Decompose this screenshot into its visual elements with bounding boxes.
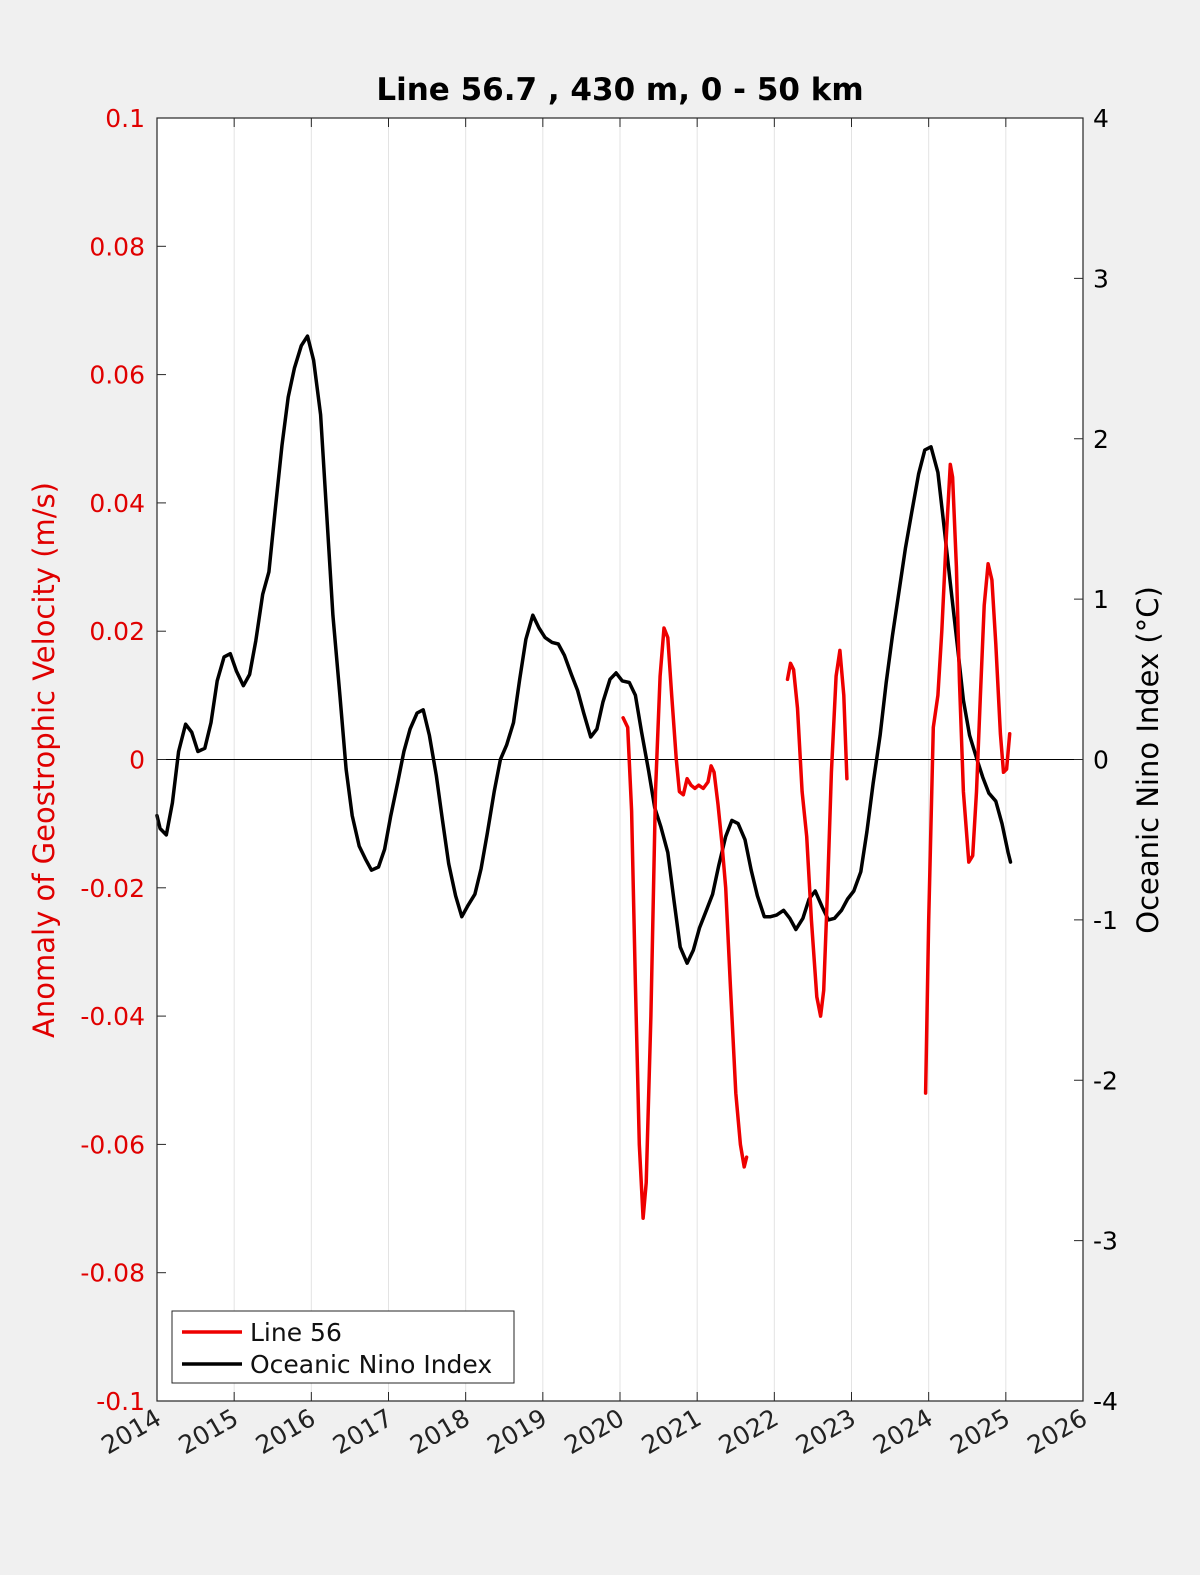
x-tick-label-2015: 2015 <box>174 1403 244 1460</box>
legend-label-oni: Oceanic Nino Index <box>250 1350 492 1379</box>
x-tick-label-2025: 2025 <box>945 1403 1015 1460</box>
right-axis: 4 3 2 1 0 -1 -2 -3 -4 <box>1074 104 1118 1416</box>
x-tick-label-2016: 2016 <box>251 1403 321 1460</box>
left-tick-label: 0.1 <box>105 104 145 133</box>
left-axis-label: Anomaly of Geostrophic Velocity (m/s) <box>27 482 61 1038</box>
left-tick-label: 0 <box>129 746 145 775</box>
left-tick-label: -0.1 <box>96 1387 145 1416</box>
x-tick-label-2018: 2018 <box>405 1403 475 1460</box>
right-tick-label: -4 <box>1093 1387 1118 1416</box>
chart-title: Line 56.7 , 430 m, 0 - 50 km <box>376 72 863 108</box>
x-tick-label-2019: 2019 <box>482 1403 552 1460</box>
right-tick-label: -3 <box>1093 1227 1118 1256</box>
left-tick-label: 0.06 <box>89 361 145 390</box>
x-tick-label-2026: 2026 <box>1022 1403 1092 1460</box>
x-tick-label-2024: 2024 <box>868 1403 938 1460</box>
right-tick-label: 4 <box>1093 104 1109 133</box>
x-tick-label-2020: 2020 <box>559 1403 629 1460</box>
right-tick-label: -1 <box>1093 906 1118 935</box>
left-tick-label: 0.08 <box>89 232 145 261</box>
left-tick-label: 0.04 <box>89 489 145 518</box>
x-tick-label-2022: 2022 <box>714 1403 784 1460</box>
right-tick-label: 2 <box>1093 425 1109 454</box>
left-axis: 0.1 0.08 0.06 0.04 0.02 0 -0.02 -0.04 -0.06 -0.08… <box>80 104 166 1416</box>
left-tick-label: 0.02 <box>89 617 145 646</box>
series-oceanic-nino-index-line <box>155 334 1013 965</box>
right-tick-label: -2 <box>1093 1066 1118 1095</box>
legend-box <box>171 1310 515 1384</box>
left-tick-label: -0.08 <box>80 1259 145 1288</box>
left-tick-label: -0.02 <box>80 874 145 903</box>
x-tick-label-2021: 2021 <box>637 1403 707 1460</box>
right-tick-label: 1 <box>1093 585 1109 614</box>
series-layer <box>155 334 1013 1220</box>
left-tick-label: -0.04 <box>80 1002 145 1031</box>
series-line-56-segment-3 <box>923 462 1012 1095</box>
legend: Line 56 Oceanic Nino Index <box>171 1310 515 1384</box>
right-tick-label: 3 <box>1093 264 1109 293</box>
right-tick-label: 0 <box>1093 746 1109 775</box>
series-line-56-segment-2 <box>785 648 849 1018</box>
left-tick-label: -0.06 <box>80 1130 145 1159</box>
right-axis-label: Oceanic Nino Index (°C) <box>1131 586 1165 934</box>
legend-label-line-56: Line 56 <box>250 1318 342 1347</box>
x-tick-label-2017: 2017 <box>328 1403 398 1460</box>
x-tick-label-2023: 2023 <box>791 1403 861 1460</box>
series-line-56-segment-1 <box>621 626 749 1220</box>
